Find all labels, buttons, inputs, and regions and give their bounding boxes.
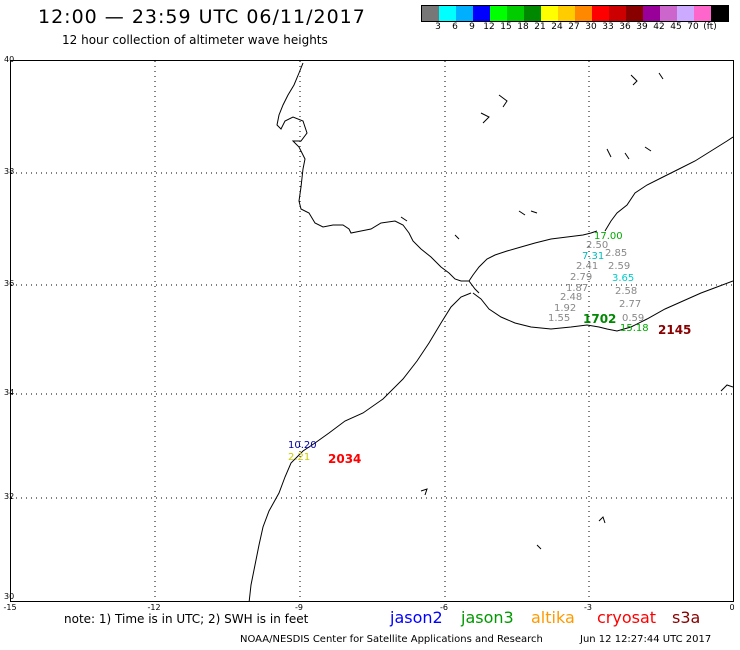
wave-height-label: 7.31 bbox=[582, 251, 605, 262]
wave-height-label: 17.00 bbox=[594, 231, 623, 242]
legend-item-cryosat: cryosat bbox=[597, 608, 657, 627]
wave-height-label: 2.77 bbox=[619, 299, 642, 310]
footer-note: note: 1) Time is in UTC; 2) SWH is in fe… bbox=[64, 612, 309, 626]
color-swatch bbox=[575, 6, 592, 21]
wave-height-label: 2.58 bbox=[615, 286, 638, 297]
wave-height-label: 2.50 bbox=[586, 240, 609, 251]
wave-height-label: 2.21 bbox=[288, 452, 311, 463]
latitude-label: 40 bbox=[4, 55, 15, 64]
latitude-label: 34 bbox=[4, 388, 15, 397]
color-scale-label: 15 bbox=[500, 22, 512, 32]
color-scale-label: 39 bbox=[636, 22, 648, 32]
color-scale-label: 42 bbox=[653, 22, 665, 32]
color-scale-label: 18 bbox=[517, 22, 529, 32]
wave-height-label: 2034 bbox=[328, 452, 362, 466]
latitude-label: 38 bbox=[4, 167, 15, 176]
color-scale-label: 21 bbox=[534, 22, 546, 32]
wave-height-label: 10.20 bbox=[288, 440, 317, 451]
page-subtitle: 12 hour collection of altimeter wave hei… bbox=[62, 33, 328, 47]
longitude-label: -3 bbox=[584, 603, 592, 612]
wave-height-label: 2.79 bbox=[570, 272, 593, 283]
color-swatch bbox=[711, 6, 728, 21]
color-scale-label: (ft) bbox=[703, 22, 717, 32]
color-scale-label: 6 bbox=[452, 22, 458, 32]
color-scale-label: 30 bbox=[585, 22, 597, 32]
legend-item-s3a: s3a bbox=[672, 608, 701, 627]
longitude-label: -15 bbox=[3, 603, 17, 612]
color-scale-label: 33 bbox=[602, 22, 614, 32]
color-swatch bbox=[626, 6, 643, 21]
wave-height-map bbox=[10, 60, 734, 602]
wave-height-label: 0.59 bbox=[622, 313, 645, 324]
color-swatch bbox=[558, 6, 575, 21]
color-swatch bbox=[490, 6, 507, 21]
wave-height-label: 1.55 bbox=[548, 313, 571, 324]
latitude-label: 32 bbox=[4, 492, 15, 501]
latitude-label: 30 bbox=[4, 592, 15, 601]
color-scale-label: 27 bbox=[568, 22, 580, 32]
wave-height-label: 2145 bbox=[658, 323, 692, 337]
color-swatch bbox=[507, 6, 524, 21]
longitude-label: -12 bbox=[147, 603, 161, 612]
graticule bbox=[11, 61, 733, 601]
longitude-label: 0 bbox=[729, 603, 735, 612]
color-scale-labels: 3 6 9 12 15 18 21 24 27 30 33 36 39 42 45 70 (ft) bbox=[421, 22, 740, 34]
wave-height-label: 3.65 bbox=[612, 273, 635, 284]
wave-height-label: 1.87 bbox=[566, 283, 589, 294]
color-scale-label: 9 bbox=[469, 22, 475, 32]
color-swatch bbox=[541, 6, 558, 21]
legend-item-jason3: jason3 bbox=[461, 608, 514, 627]
wave-height-label: 2.59 bbox=[608, 261, 631, 272]
color-swatch bbox=[677, 6, 694, 21]
page-title: 12:00 — 23:59 UTC 06/11/2017 bbox=[38, 6, 366, 28]
color-scale-label: 12 bbox=[483, 22, 495, 32]
color-swatch bbox=[694, 6, 711, 21]
color-swatch bbox=[643, 6, 660, 21]
color-swatch bbox=[524, 6, 541, 21]
color-swatch bbox=[660, 6, 677, 21]
latitude-label: 36 bbox=[4, 279, 15, 288]
color-swatch bbox=[592, 6, 609, 21]
legend-item-jason2: jason2 bbox=[390, 608, 443, 627]
wave-height-label: 2.48 bbox=[560, 292, 583, 303]
generation-timestamp: Jun 12 12:27:44 UTC 2017 bbox=[580, 634, 712, 645]
credit-text: NOAA/NESDIS Center for Satellite Applica… bbox=[240, 634, 543, 645]
map-canvas bbox=[11, 61, 733, 601]
wave-height-label: 1702 bbox=[583, 312, 617, 326]
color-swatch bbox=[439, 6, 456, 21]
wave-height-label: 2.41 bbox=[576, 261, 599, 272]
color-scale-label: 3 bbox=[435, 22, 441, 32]
color-swatch bbox=[473, 6, 490, 21]
color-scale-label: 36 bbox=[619, 22, 631, 32]
color-swatch bbox=[456, 6, 473, 21]
color-swatch bbox=[609, 6, 626, 21]
legend-item-altika: altika bbox=[531, 608, 575, 627]
color-scale-bar bbox=[421, 5, 729, 22]
wave-height-label: 2.85 bbox=[605, 248, 628, 259]
color-scale-label: 45 bbox=[670, 22, 682, 32]
longitude-label: -6 bbox=[440, 603, 448, 612]
color-scale-label: 24 bbox=[551, 22, 563, 32]
color-scale-label: 70 bbox=[687, 22, 699, 32]
color-swatch bbox=[422, 6, 439, 21]
longitude-label: -9 bbox=[295, 603, 303, 612]
wave-height-label: 15.18 bbox=[620, 323, 649, 334]
coastline bbox=[248, 62, 733, 601]
wave-height-label: 1.92 bbox=[554, 303, 577, 314]
